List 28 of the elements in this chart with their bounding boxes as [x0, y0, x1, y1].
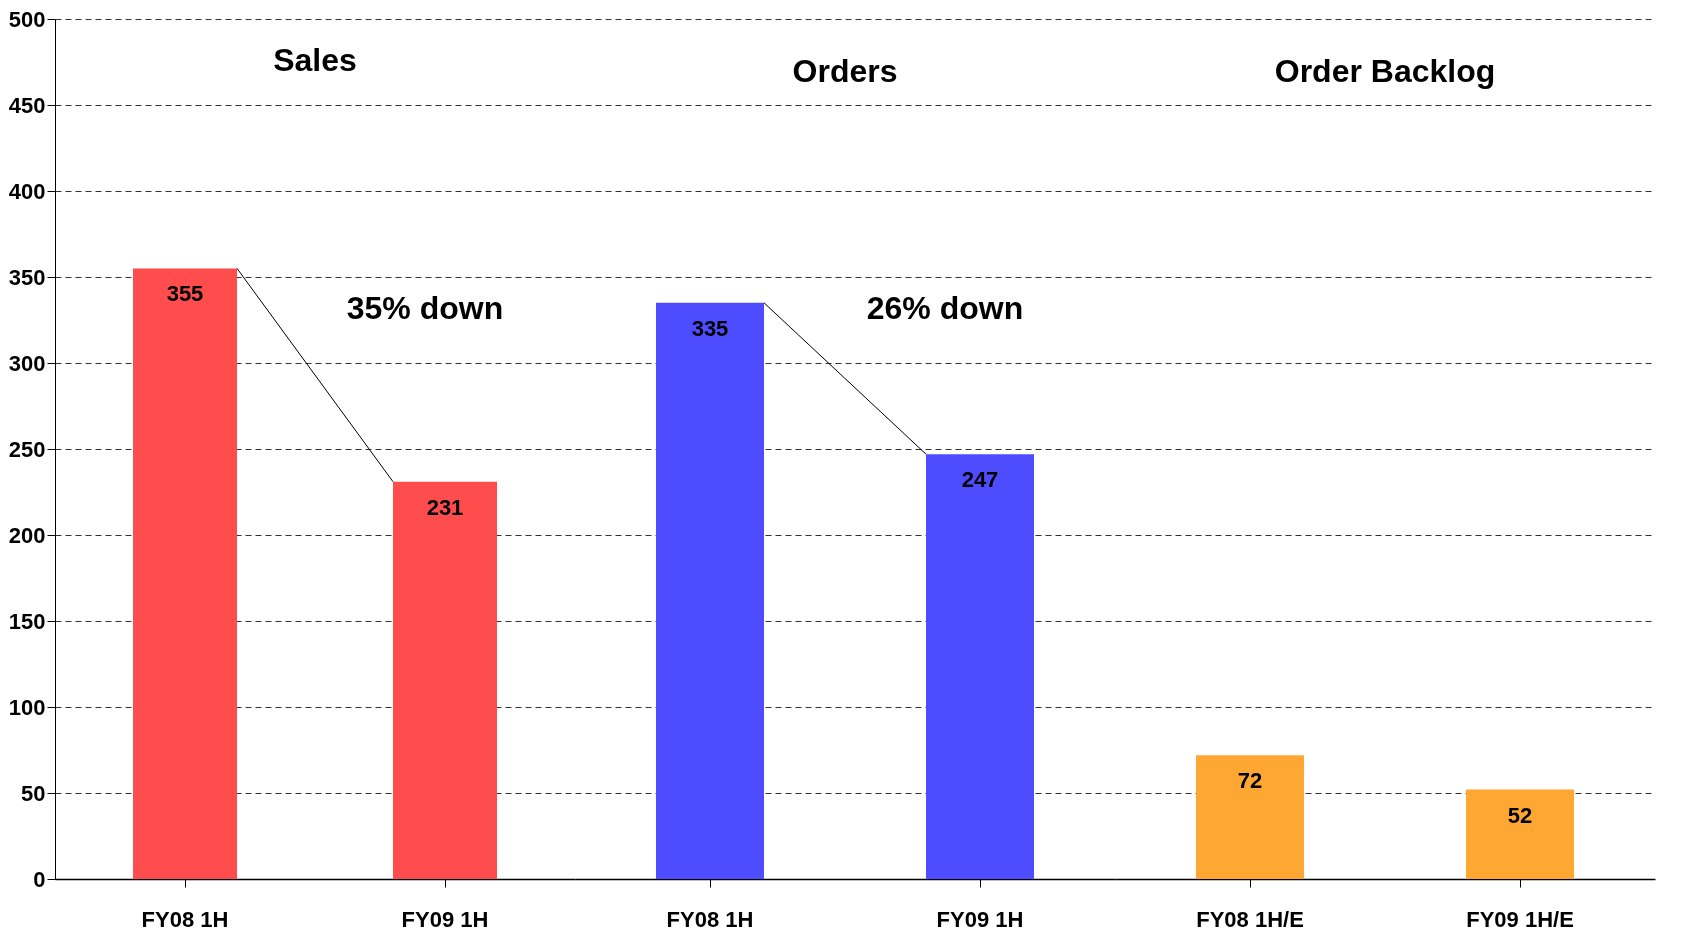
- annotation: 26% down: [866, 290, 1024, 326]
- data-label: 231: [426, 494, 464, 520]
- x-tick-label: FY09 1H: [936, 906, 1024, 932]
- y-tick-label: 400: [8, 178, 46, 204]
- data-label: 247: [961, 467, 999, 493]
- y-tick-label: 450: [8, 92, 46, 118]
- y-tick-label: 0: [33, 866, 46, 892]
- x-tick-label: FY08 1H/E: [1196, 906, 1304, 932]
- text: Order Backlog: [1274, 53, 1496, 89]
- y-tick-label: 50: [21, 780, 46, 806]
- text: Orders: [792, 53, 898, 89]
- y-tick-label: 150: [8, 608, 46, 634]
- x-tick-label: FY08 1H: [666, 906, 754, 932]
- x-tick-label: FY09 1H/E: [1466, 906, 1574, 932]
- data-label: 355: [166, 281, 204, 307]
- y-tick-label: 200: [8, 522, 46, 548]
- text: Sales: [273, 42, 357, 78]
- y-tick-label: 500: [8, 6, 46, 32]
- data-label: 52: [1507, 802, 1533, 828]
- y-tick-label: 100: [8, 694, 46, 720]
- y-tick-label: 350: [8, 264, 46, 290]
- y-tick-label: 300: [8, 350, 46, 376]
- data-label: 72: [1237, 768, 1263, 794]
- x-tick-label: FY08 1H: [141, 906, 229, 932]
- data-label: 335: [691, 315, 729, 341]
- y-tick-label: 250: [8, 436, 46, 462]
- annotation: 35% down: [346, 290, 504, 326]
- x-tick-label: FY09 1H: [401, 906, 489, 932]
